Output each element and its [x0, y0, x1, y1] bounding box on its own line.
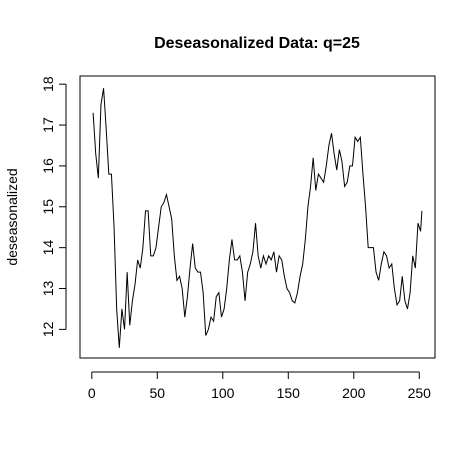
x-tick-label: 100 — [211, 385, 235, 401]
y-tick-label: 15 — [40, 199, 56, 215]
plot-box — [79, 75, 436, 359]
x-tick-label: 250 — [408, 385, 432, 401]
chart-title: Deseasonalized Data: q=25 — [154, 35, 360, 52]
x-tick-label: 50 — [149, 385, 165, 401]
y-axis-label: deseasonalized — [4, 168, 20, 265]
y-tick-label: 12 — [40, 321, 56, 337]
data-line — [92, 88, 423, 348]
y-tick-label: 13 — [40, 281, 56, 297]
x-tick-label: 150 — [277, 385, 301, 401]
x-tick-label: 200 — [342, 385, 366, 401]
x-tick-label: 0 — [88, 385, 96, 401]
y-tick-label: 17 — [40, 117, 56, 133]
y-tick-label: 18 — [40, 76, 56, 92]
y-tick-label: 14 — [40, 240, 56, 256]
y-tick-label: 16 — [40, 158, 56, 174]
